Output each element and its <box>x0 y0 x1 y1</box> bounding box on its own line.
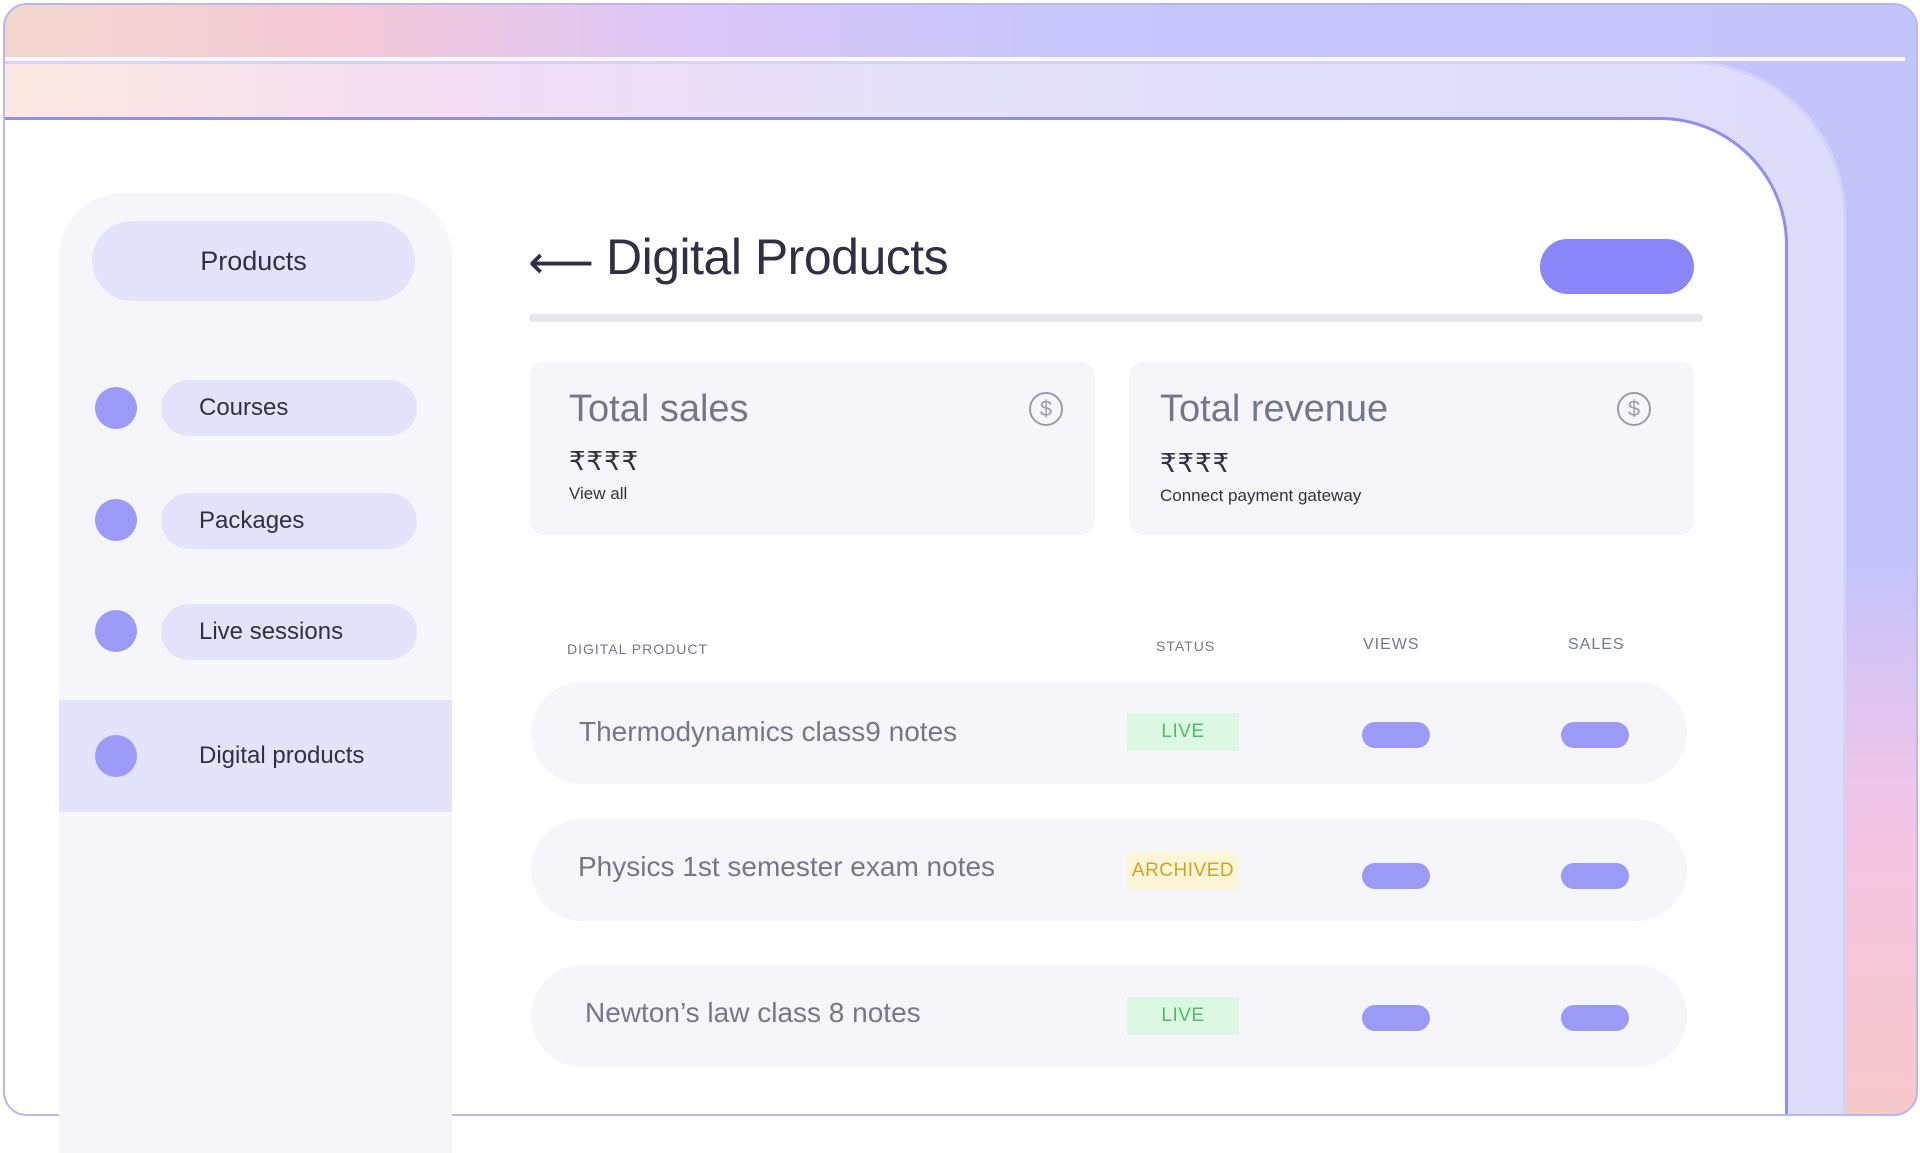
sidebar: Products Courses Packages Live sessions … <box>59 193 452 1153</box>
card-title: Total revenue <box>1160 388 1389 430</box>
sidebar-dot-icon <box>95 387 137 429</box>
arrow-left-icon[interactable]: ⟵ <box>528 236 594 288</box>
sidebar-title[interactable]: Products <box>92 221 415 301</box>
dollar-circle-icon: $ <box>1029 392 1063 426</box>
sidebar-item-label: Courses <box>161 380 417 436</box>
sales-placeholder <box>1561 722 1629 748</box>
card-title: Total sales <box>569 388 749 430</box>
sidebar-dot-icon <box>95 735 137 777</box>
total-revenue-card: Total revenue ₹₹₹₹ Connect payment gatew… <box>1129 362 1694 535</box>
sidebar-item-label: Live sessions <box>161 604 417 660</box>
sales-placeholder <box>1561 1005 1629 1031</box>
column-header-product: DIGITAL PRODUCT <box>567 641 709 657</box>
product-name: Newton’s law class 8 notes <box>585 997 921 1028</box>
sidebar-item-courses[interactable]: Courses <box>59 365 452 477</box>
sidebar-item-digital-products[interactable]: Digital products <box>59 700 452 812</box>
sidebar-item-packages[interactable]: Packages <box>59 476 452 588</box>
card-value: ₹₹₹₹ <box>1160 448 1231 478</box>
sidebar-item-label: Packages <box>161 493 417 549</box>
status-badge: LIVE <box>1127 713 1239 751</box>
total-sales-card: Total sales ₹₹₹₹ View all $ <box>530 362 1095 535</box>
column-header-sales: SALES <box>1568 636 1625 653</box>
table-row[interactable]: Thermodynamics class9 notes LIVE <box>531 682 1687 784</box>
product-name: Physics 1st semester exam notes <box>578 851 996 882</box>
column-header-views: VIEWS <box>1363 636 1420 653</box>
product-name: Thermodynamics class9 notes <box>579 716 958 747</box>
sales-placeholder <box>1561 863 1629 889</box>
connect-payment-gateway-link[interactable]: Connect payment gateway <box>1160 486 1362 505</box>
views-placeholder <box>1362 722 1430 748</box>
sidebar-item-label: Digital products <box>199 742 365 769</box>
sidebar-dot-icon <box>95 610 137 652</box>
page-title: Digital Products <box>606 229 949 285</box>
sidebar-item-live-sessions[interactable]: Live sessions <box>59 587 452 699</box>
sidebar-dot-icon <box>95 499 137 541</box>
status-badge: ARCHIVED <box>1127 852 1239 890</box>
dollar-circle-icon: $ <box>1617 392 1651 426</box>
view-all-link[interactable]: View all <box>569 484 628 503</box>
status-badge: LIVE <box>1127 997 1239 1035</box>
background-stripe <box>5 57 1905 61</box>
card-value: ₹₹₹₹ <box>569 446 640 476</box>
column-header-status: STATUS <box>1156 638 1216 654</box>
views-placeholder <box>1362 863 1430 889</box>
views-placeholder <box>1362 1005 1430 1031</box>
table-row[interactable]: Newton’s law class 8 notes LIVE <box>531 965 1687 1067</box>
header-divider <box>529 314 1703 322</box>
table-row[interactable]: Physics 1st semester exam notes ARCHIVED <box>531 819 1687 921</box>
primary-action-button[interactable] <box>1540 239 1694 294</box>
